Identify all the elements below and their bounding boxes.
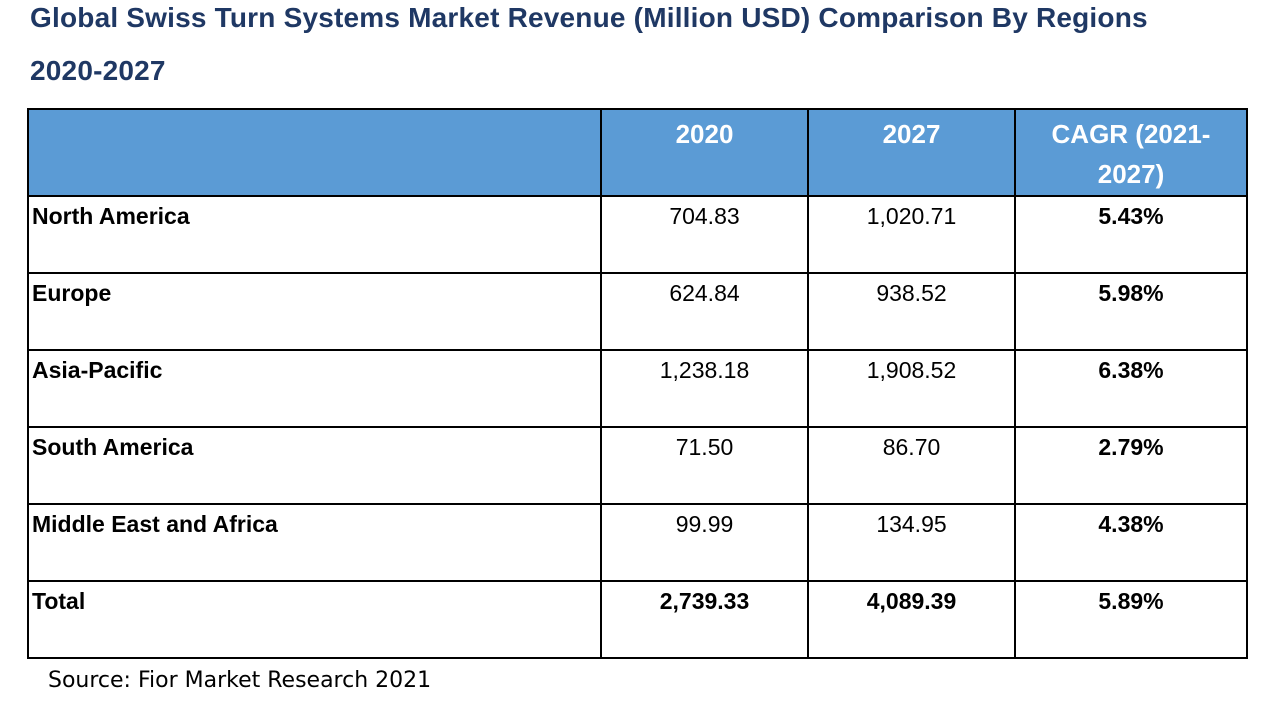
source-note: Source: Fior Market Research 2021 <box>48 668 432 693</box>
region-cell: Total <box>27 580 602 659</box>
table-row: Middle East and Africa 99.99 134.95 4.38… <box>27 503 1248 582</box>
header-cell-2027: 2027 <box>807 108 1016 197</box>
table-row: Europe 624.84 938.52 5.98% <box>27 272 1248 351</box>
value-2020-cell: 624.84 <box>600 272 809 351</box>
market-revenue-table: 2020 2027 CAGR (2021-2027) North America… <box>27 108 1248 659</box>
value-2027-cell: 86.70 <box>807 426 1016 505</box>
value-2027-cell: 134.95 <box>807 503 1016 582</box>
value-2027-cell: 1,908.52 <box>807 349 1016 428</box>
region-cell: Europe <box>27 272 602 351</box>
header-cell-cagr: CAGR (2021-2027) <box>1014 108 1248 197</box>
cagr-cell: 2.79% <box>1014 426 1248 505</box>
cagr-cell: 5.43% <box>1014 195 1248 274</box>
value-2027-cell: 4,089.39 <box>807 580 1016 659</box>
cagr-cell: 4.38% <box>1014 503 1248 582</box>
page-title-line1: Global Swiss Turn Systems Market Revenue… <box>30 2 1148 33</box>
region-cell: North America <box>27 195 602 274</box>
header-cell-2020: 2020 <box>600 108 809 197</box>
value-2020-cell: 1,238.18 <box>600 349 809 428</box>
table-row-total: Total 2,739.33 4,089.39 5.89% <box>27 580 1248 659</box>
cagr-cell: 5.98% <box>1014 272 1248 351</box>
header-cell-region <box>27 108 602 197</box>
table-row: Asia-Pacific 1,238.18 1,908.52 6.38% <box>27 349 1248 428</box>
region-cell: South America <box>27 426 602 505</box>
value-2020-cell: 2,739.33 <box>600 580 809 659</box>
table-row: North America 704.83 1,020.71 5.43% <box>27 195 1248 274</box>
value-2027-cell: 938.52 <box>807 272 1016 351</box>
region-cell: Middle East and Africa <box>27 503 602 582</box>
page-title-line2: 2020-2027 <box>30 55 166 86</box>
cagr-cell: 6.38% <box>1014 349 1248 428</box>
table-header-row: 2020 2027 CAGR (2021-2027) <box>27 108 1248 197</box>
value-2020-cell: 99.99 <box>600 503 809 582</box>
value-2027-cell: 1,020.71 <box>807 195 1016 274</box>
value-2020-cell: 704.83 <box>600 195 809 274</box>
value-2020-cell: 71.50 <box>600 426 809 505</box>
table-row: South America 71.50 86.70 2.79% <box>27 426 1248 505</box>
region-cell: Asia-Pacific <box>27 349 602 428</box>
cagr-cell: 5.89% <box>1014 580 1248 659</box>
